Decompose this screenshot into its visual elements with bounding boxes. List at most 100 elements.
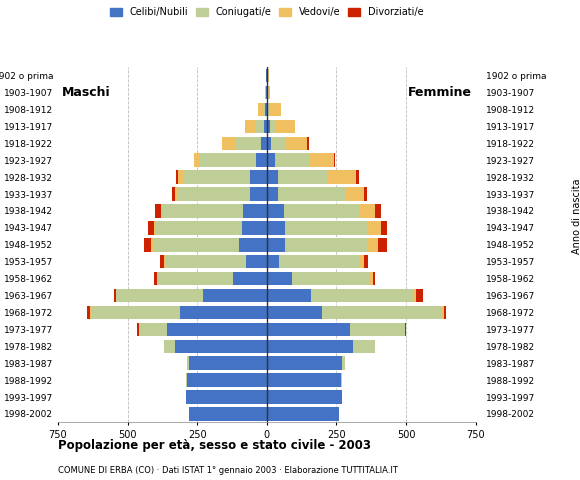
Bar: [177, 170, 183, 184]
Bar: [256, 120, 264, 133]
Bar: [259, 103, 264, 116]
Bar: [203, 289, 267, 302]
Bar: [183, 170, 250, 184]
Bar: [405, 323, 406, 336]
Bar: [328, 170, 356, 184]
Bar: [367, 221, 381, 235]
Bar: [264, 103, 266, 116]
Bar: [267, 170, 278, 184]
Bar: [267, 69, 269, 83]
Bar: [172, 187, 175, 201]
Bar: [175, 187, 177, 201]
Bar: [186, 390, 267, 404]
Bar: [151, 238, 153, 252]
Bar: [160, 255, 164, 268]
Bar: [166, 323, 267, 336]
Bar: [92, 306, 180, 319]
Bar: [267, 390, 342, 404]
Bar: [285, 221, 367, 235]
Bar: [266, 103, 267, 116]
Bar: [233, 272, 267, 286]
Bar: [246, 255, 267, 268]
Bar: [243, 204, 267, 218]
Bar: [250, 187, 267, 201]
Bar: [345, 187, 364, 201]
Bar: [311, 289, 414, 302]
Bar: [265, 86, 266, 99]
Bar: [378, 238, 386, 252]
Bar: [154, 272, 157, 286]
Bar: [340, 373, 342, 387]
Text: Maschi: Maschi: [62, 86, 111, 99]
Bar: [200, 154, 256, 167]
Text: Popolazione per età, sesso e stato civile - 2003: Popolazione per età, sesso e stato civil…: [58, 439, 371, 452]
Bar: [267, 373, 340, 387]
Bar: [267, 272, 292, 286]
Bar: [90, 306, 92, 319]
Bar: [350, 323, 405, 336]
Bar: [154, 221, 155, 235]
Bar: [444, 306, 447, 319]
Bar: [117, 289, 203, 302]
Bar: [270, 103, 281, 116]
Bar: [322, 306, 442, 319]
Bar: [278, 170, 328, 184]
Bar: [189, 357, 267, 370]
Bar: [155, 221, 242, 235]
Bar: [307, 136, 309, 150]
Bar: [137, 323, 139, 336]
Bar: [176, 170, 177, 184]
Bar: [370, 272, 372, 286]
Bar: [267, 289, 311, 302]
Bar: [267, 323, 350, 336]
Bar: [270, 120, 275, 133]
Bar: [267, 238, 285, 252]
Bar: [187, 357, 189, 370]
Bar: [144, 238, 151, 252]
Bar: [261, 136, 267, 150]
Bar: [267, 120, 270, 133]
Bar: [267, 255, 280, 268]
Bar: [267, 221, 285, 235]
Bar: [87, 306, 90, 319]
Bar: [267, 306, 322, 319]
Bar: [175, 339, 267, 353]
Bar: [278, 187, 345, 201]
Bar: [194, 154, 200, 167]
Bar: [153, 238, 239, 252]
Bar: [161, 204, 162, 218]
Bar: [250, 170, 267, 184]
Bar: [187, 373, 267, 387]
Bar: [372, 272, 375, 286]
Bar: [267, 103, 268, 116]
Bar: [157, 272, 158, 286]
Bar: [275, 120, 295, 133]
Bar: [267, 339, 353, 353]
Bar: [236, 136, 261, 150]
Bar: [222, 136, 236, 150]
Bar: [275, 154, 309, 167]
Bar: [267, 154, 275, 167]
Bar: [264, 120, 267, 133]
Bar: [358, 204, 375, 218]
Bar: [267, 187, 278, 201]
Bar: [186, 373, 187, 387]
Bar: [280, 255, 358, 268]
Bar: [177, 187, 250, 201]
Bar: [267, 357, 342, 370]
Bar: [414, 289, 416, 302]
Bar: [268, 103, 270, 116]
Bar: [358, 255, 364, 268]
Bar: [267, 86, 270, 99]
Bar: [364, 187, 367, 201]
Bar: [239, 238, 267, 252]
Bar: [285, 238, 368, 252]
Bar: [139, 323, 166, 336]
Text: COMUNE DI ERBA (CO) · Dati ISTAT 1° gennaio 2003 · Elaborazione TUTTITALIA.IT: COMUNE DI ERBA (CO) · Dati ISTAT 1° genn…: [58, 466, 398, 475]
Bar: [416, 289, 423, 302]
Bar: [155, 204, 161, 218]
Bar: [342, 357, 345, 370]
Bar: [189, 407, 267, 420]
Bar: [242, 221, 267, 235]
Bar: [267, 204, 284, 218]
